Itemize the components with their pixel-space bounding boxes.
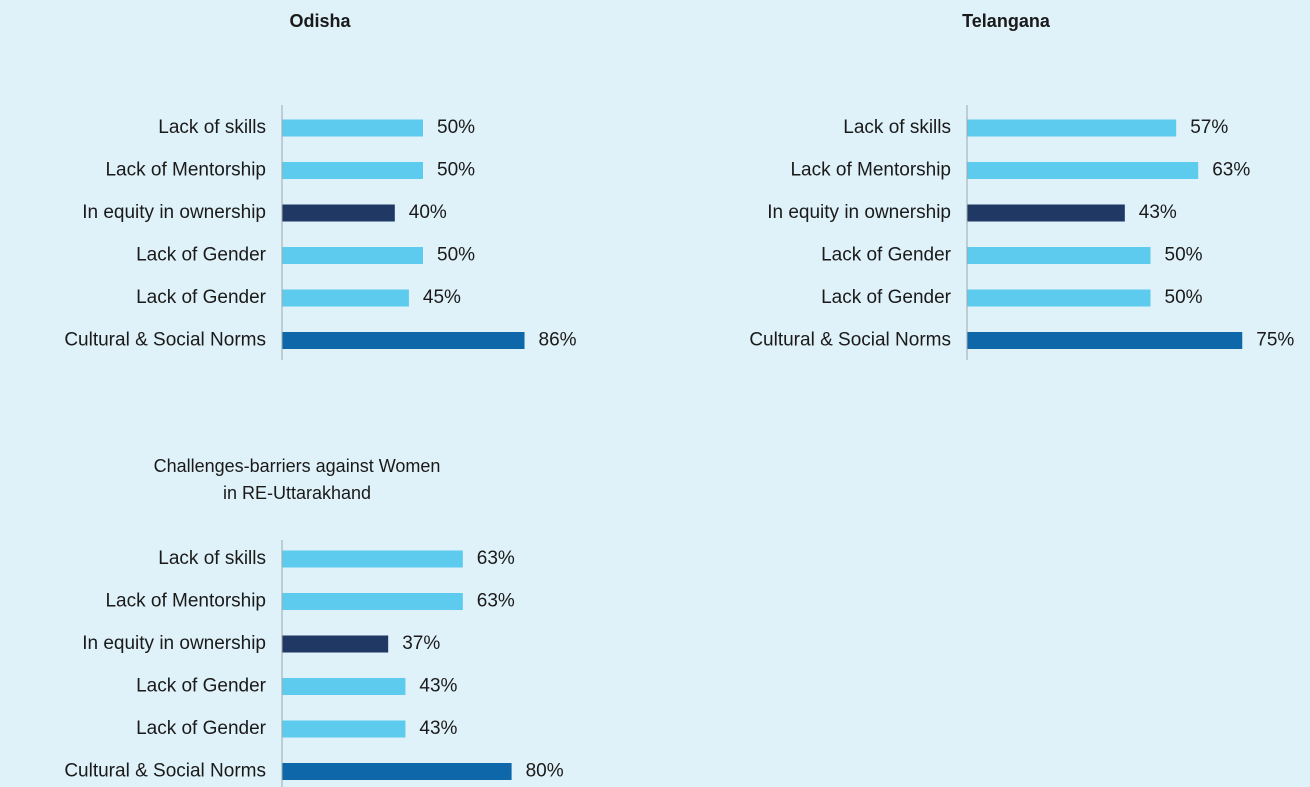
bar <box>282 678 406 695</box>
value-label: 50% <box>1165 245 1203 266</box>
chart-title: Telangana <box>962 11 1050 31</box>
category-label: Lack of Gender <box>136 287 267 308</box>
bar <box>282 635 389 653</box>
bar <box>282 162 423 179</box>
category-label: Lack of skills <box>843 117 951 138</box>
bar <box>282 593 463 610</box>
value-label: 57% <box>1190 117 1228 138</box>
category-label: Lack of Gender <box>136 245 267 266</box>
chart-title: Odisha <box>289 11 351 31</box>
bar <box>282 289 409 307</box>
bar <box>967 162 1199 179</box>
value-label: 43% <box>419 676 457 697</box>
category-label: Cultural & Social Norms <box>64 761 266 782</box>
value-label: 86% <box>539 330 577 351</box>
value-label: 37% <box>402 633 440 654</box>
category-label: Lack of Mentorship <box>790 160 951 181</box>
bar <box>282 720 406 738</box>
value-label: 75% <box>1256 330 1294 351</box>
category-label: Lack of Gender <box>821 287 952 308</box>
bar <box>282 332 525 349</box>
category-label: Lack of Gender <box>136 718 267 739</box>
bar <box>282 550 463 568</box>
bar <box>282 119 423 137</box>
bar <box>282 247 423 264</box>
category-label: Lack of skills <box>158 548 266 569</box>
value-label: 63% <box>1212 160 1250 181</box>
value-label: 63% <box>477 548 515 569</box>
value-label: 43% <box>419 718 457 739</box>
category-label: Lack of Mentorship <box>105 160 266 181</box>
value-label: 40% <box>409 202 447 223</box>
bar <box>967 119 1177 137</box>
value-label: 80% <box>526 761 564 782</box>
value-label: 63% <box>477 591 515 612</box>
bar <box>967 204 1125 222</box>
bar <box>967 247 1151 264</box>
value-label: 43% <box>1139 202 1177 223</box>
value-label: 50% <box>437 245 475 266</box>
category-label: Cultural & Social Norms <box>749 330 951 351</box>
bar <box>967 332 1243 349</box>
category-label: In equity in ownership <box>767 202 951 223</box>
chart-title: Challenges-barriers against Women in RE-… <box>153 456 441 503</box>
category-label: Cultural & Social Norms <box>64 330 266 351</box>
bar <box>967 289 1151 307</box>
value-label: 45% <box>423 287 461 308</box>
bar <box>282 763 512 780</box>
value-label: 50% <box>437 160 475 181</box>
category-label: Lack of Gender <box>136 676 267 697</box>
value-label: 50% <box>1165 287 1203 308</box>
bar <box>282 204 395 222</box>
category-label: Lack of skills <box>158 117 266 138</box>
category-label: Lack of Gender <box>821 245 952 266</box>
value-label: 50% <box>437 117 475 138</box>
category-label: In equity in ownership <box>82 202 266 223</box>
category-label: In equity in ownership <box>82 633 266 654</box>
category-label: Lack of Mentorship <box>105 591 266 612</box>
